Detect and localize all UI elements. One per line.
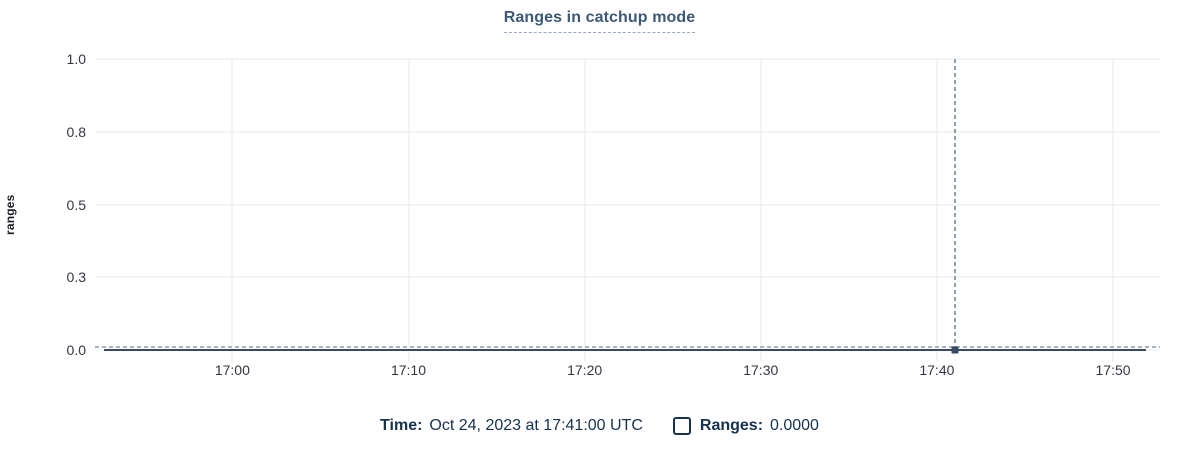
y-gridline	[95, 204, 1160, 205]
y-axis-tick-label: 0.5	[66, 196, 86, 213]
legend-ranges-group[interactable]: Ranges: 0.0000	[672, 417, 819, 435]
y-gridline	[95, 131, 1160, 133]
x-axis-tick-label: 17:40	[919, 362, 955, 378]
x-gridline	[936, 59, 938, 362]
y-axis-title: ranges	[3, 194, 17, 235]
chart-title[interactable]: Ranges in catchup mode	[503, 9, 696, 33]
annotation-dashed-line	[95, 346, 1160, 349]
highlighted-point-marker	[951, 346, 959, 354]
x-axis-tick-label: 17:10	[390, 362, 427, 378]
x-gridline	[584, 59, 586, 362]
y-axis-tick-label: 0.0	[66, 342, 86, 358]
legend-checkbox-icon[interactable]	[672, 417, 691, 435]
y-axis-tick-label: 1.0	[66, 51, 86, 67]
x-axis-tick-label: 17:00	[214, 362, 250, 378]
legend-ranges-label: Ranges:	[699, 417, 764, 434]
y-axis-tick-label: 0.8	[66, 123, 86, 140]
x-gridline	[760, 59, 762, 362]
y-axis-tick-label: 0.3	[66, 269, 86, 286]
chart-legend: Time: Oct 24, 2023 at 17:41:00 UTC Range…	[0, 417, 1199, 435]
x-axis-tick-label: 17:50	[1095, 362, 1131, 378]
legend-time-group: Time: Oct 24, 2023 at 17:41:00 UTC	[380, 417, 643, 435]
x-gridline	[408, 59, 409, 362]
legend-ranges-value: 0.0000	[770, 417, 819, 434]
x-gridline	[1112, 59, 1114, 362]
crosshair-vertical-line	[953, 59, 956, 350]
x-axis-tick-label: 17:30	[743, 362, 779, 378]
legend-time-value: Oct 24, 2023 at 17:41:00 UTC	[429, 417, 643, 434]
plot-area[interactable]: 1.0 0.8 0.5 0.3 0.0 17:00 17:10 17:20 17:30 17:40…	[67, 52, 1160, 377]
y-gridline	[95, 276, 1160, 278]
x-axis-tick-label: 17:20	[567, 362, 603, 378]
legend-time-label: Time:	[380, 417, 423, 434]
series-line	[103, 349, 1147, 351]
chart-title-row: Ranges in catchup mode	[0, 9, 1199, 33]
y-gridline	[95, 58, 1160, 60]
x-gridline	[231, 59, 233, 362]
